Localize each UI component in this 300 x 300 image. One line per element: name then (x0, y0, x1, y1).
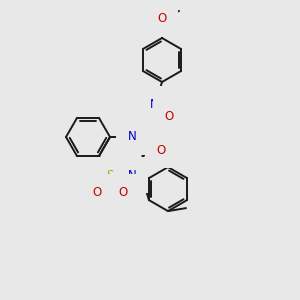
Text: O: O (118, 186, 127, 199)
Text: N: N (128, 130, 136, 143)
Text: O: O (92, 186, 102, 199)
Text: O: O (164, 110, 174, 124)
Text: H: H (140, 99, 148, 109)
Text: O: O (156, 144, 166, 157)
Text: S: S (106, 169, 114, 182)
Text: N: N (128, 130, 136, 143)
Text: N: N (128, 169, 136, 182)
Text: O: O (158, 13, 166, 26)
Text: N: N (150, 98, 158, 110)
